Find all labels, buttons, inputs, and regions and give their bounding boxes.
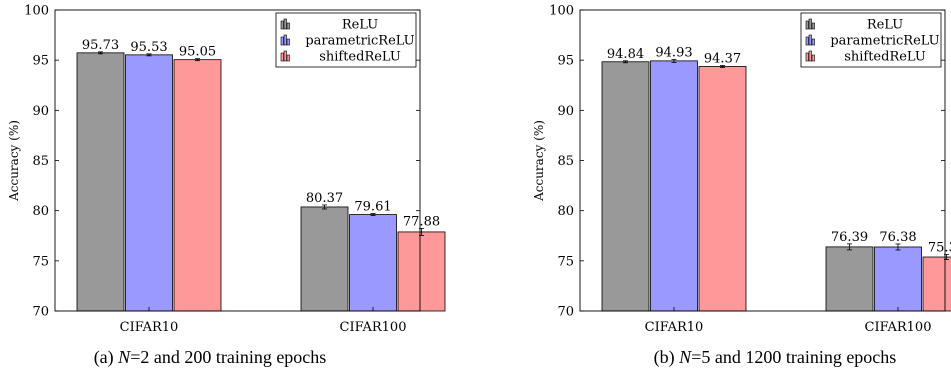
legend-swatch — [805, 20, 809, 30]
bar-relu-cifar10 — [76, 52, 125, 312]
legend-swatch — [283, 18, 287, 30]
legend-swatch — [286, 22, 290, 30]
bar-parametricrelu-cifar100 — [349, 214, 397, 312]
y-tick-label: 85 — [32, 154, 49, 169]
bar-parametricrelu-cifar10 — [125, 54, 173, 312]
legend-box — [275, 12, 417, 68]
y-tick-label: 95 — [32, 54, 49, 69]
bar-shiftedrelu-cifar10 — [173, 59, 222, 312]
legend-swatch — [280, 52, 284, 62]
data-label: 94.93 — [655, 45, 692, 60]
data-label: 76.39 — [831, 230, 868, 245]
x-tick-label: CIFAR10 — [645, 320, 704, 335]
data-label: 79.61 — [354, 200, 391, 215]
legend-swatch — [811, 54, 815, 62]
legend-label: shiftedReLU — [319, 50, 401, 65]
x-tick-label: CIFAR100 — [865, 320, 932, 335]
bar-shiftedrelu-cifar10 — [698, 66, 747, 312]
bar-shiftedrelu-cifar100 — [922, 256, 951, 312]
legend-swatch — [283, 34, 287, 46]
data-label: 95.73 — [82, 38, 119, 53]
y-tick-label: 75 — [557, 254, 574, 269]
panel-a: Accuracy (%) 70 75 80 85 90 95 100 95.73 95.53 95.… — [7, 4, 446, 368]
legend-swatch — [280, 36, 284, 46]
y-tick-label: 70 — [557, 305, 574, 320]
x-tick-label: CIFAR10 — [120, 320, 179, 335]
legend-swatch — [811, 22, 815, 30]
bar-relu-cifar100 — [300, 206, 349, 312]
data-label: 94.84 — [607, 47, 644, 62]
legend-label: ReLU — [867, 18, 903, 33]
y-tick-label: 90 — [32, 104, 49, 119]
legend-swatch — [808, 34, 812, 46]
y-tick-label: 100 — [24, 4, 49, 19]
data-label: 94.37 — [704, 51, 741, 66]
bar-shiftedrelu-cifar100 — [397, 231, 446, 312]
data-label: 95.05 — [179, 45, 216, 60]
legend-swatch — [808, 18, 812, 30]
y-tick-label: 95 — [557, 54, 574, 69]
data-label: 75.38 — [928, 241, 951, 256]
data-label: 77.88 — [403, 214, 440, 229]
panel-b: Accuracy (%) 70 75 80 85 90 95 100 94.84 94.93 94.… — [532, 4, 951, 368]
y-tick-label: 70 — [32, 305, 49, 320]
legend-swatch — [280, 20, 284, 30]
y-tick-label: 90 — [557, 104, 574, 119]
legend-swatch — [811, 38, 815, 46]
y-tick-label: 85 — [557, 154, 574, 169]
bar-relu-cifar100 — [825, 246, 874, 312]
x-tick-label: CIFAR100 — [340, 320, 407, 335]
y-axis-label: Accuracy (%) — [7, 120, 21, 202]
y-tick-label: 100 — [549, 4, 574, 19]
plot-frame — [579, 9, 946, 312]
legend-box — [800, 12, 942, 68]
legend-swatch — [805, 36, 809, 46]
legend-label: shiftedReLU — [844, 50, 926, 65]
data-label: 76.38 — [879, 230, 916, 245]
legend-label: parametricReLU — [305, 34, 414, 49]
bar-parametricrelu-cifar10 — [650, 60, 698, 312]
data-label: 80.37 — [306, 191, 343, 206]
legend-swatch — [805, 52, 809, 62]
legend-swatch — [286, 54, 290, 62]
y-axis-label: Accuracy (%) — [532, 120, 546, 202]
legend-swatch — [808, 50, 812, 62]
plot-frame — [54, 9, 421, 312]
bar-relu-cifar10 — [601, 61, 650, 312]
y-tick-label: 80 — [32, 204, 49, 219]
panel-caption: (b) N=5 and 1200 training epochs — [654, 347, 897, 368]
bar-parametricrelu-cifar100 — [874, 246, 922, 312]
y-tick-label: 75 — [32, 254, 49, 269]
y-tick-label: 80 — [557, 204, 574, 219]
legend-swatch — [283, 50, 287, 62]
legend-label: ReLU — [342, 18, 378, 33]
legend-swatch — [286, 38, 290, 46]
data-label: 95.53 — [130, 40, 167, 55]
legend-label: parametricReLU — [830, 34, 939, 49]
panel-caption: (a) N=2 and 200 training epochs — [94, 347, 327, 368]
